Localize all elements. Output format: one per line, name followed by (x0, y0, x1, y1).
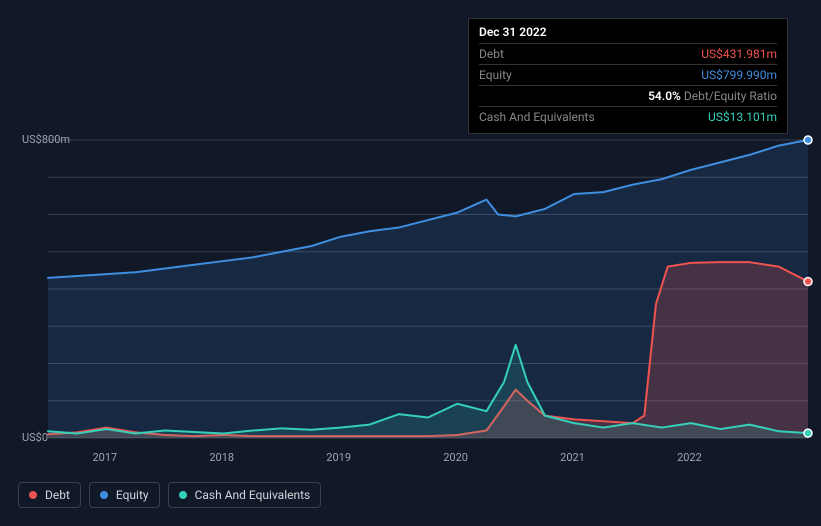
legend-dot-icon (100, 491, 108, 499)
tooltip-row-debt: Debt US$431.981m (479, 43, 777, 64)
legend-label: Debt (45, 488, 70, 502)
y-tick-label: US$800m (22, 133, 70, 146)
x-tick-label: 2021 (560, 451, 585, 464)
hover-marker-cash (804, 429, 812, 437)
legend-label: Equity (116, 488, 149, 502)
legend-item-cash[interactable]: Cash And Equivalents (168, 482, 322, 508)
hover-marker-equity (804, 136, 812, 144)
tooltip-row-value: US$13.101m (708, 110, 777, 124)
y-tick-label: US$0 (22, 431, 48, 444)
tooltip-row-label: Debt (479, 47, 504, 61)
x-tick-label: 2022 (677, 451, 702, 464)
hover-marker-debt (804, 278, 812, 286)
x-tick-label: 2018 (209, 451, 234, 464)
legend-dot-icon (179, 491, 187, 499)
x-tick-label: 2019 (326, 451, 351, 464)
chart-legend: Debt Equity Cash And Equivalents (18, 482, 321, 508)
tooltip-row-label: Equity (479, 68, 512, 82)
x-tick-label: 2017 (92, 451, 117, 464)
x-tick-label: 2020 (443, 451, 468, 464)
tooltip-row-label: Cash And Equivalents (479, 110, 595, 124)
legend-item-debt[interactable]: Debt (18, 482, 81, 508)
tooltip-row-value: US$431.981m (701, 47, 777, 61)
tooltip-row-cash: Cash And Equivalents US$13.101m (479, 106, 777, 127)
legend-dot-icon (29, 491, 37, 499)
legend-item-equity[interactable]: Equity (89, 482, 160, 508)
tooltip-row-ratio: 54.0% Debt/Equity Ratio (479, 85, 777, 106)
tooltip-row-value: 54.0% Debt/Equity Ratio (648, 89, 777, 103)
tooltip-date: Dec 31 2022 (479, 25, 777, 43)
hover-tooltip: Dec 31 2022 Debt US$431.981m Equity US$799.… (468, 18, 788, 134)
tooltip-row-equity: Equity US$799.990m (479, 64, 777, 85)
legend-label: Cash And Equivalents (195, 488, 311, 502)
tooltip-row-value: US$799.990m (701, 68, 777, 82)
